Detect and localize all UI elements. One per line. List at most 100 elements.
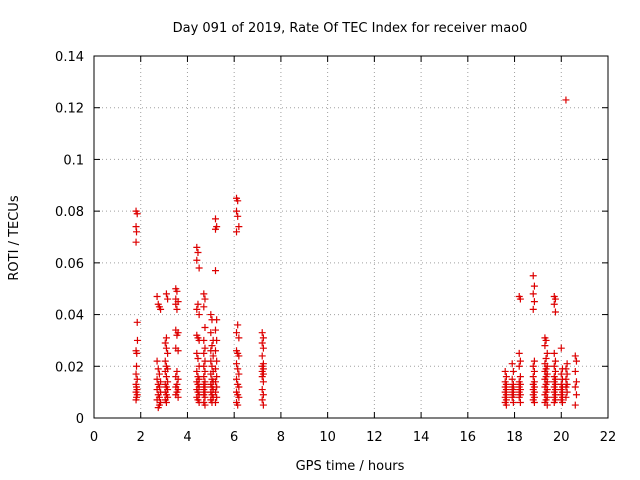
data-point xyxy=(211,365,219,373)
data-point xyxy=(515,349,523,357)
data-point xyxy=(195,264,203,272)
data-point xyxy=(571,401,579,409)
data-point xyxy=(209,352,217,360)
data-point xyxy=(235,223,243,231)
data-point xyxy=(529,362,537,370)
data-point xyxy=(154,404,162,412)
data-point xyxy=(563,388,571,396)
data-point xyxy=(550,398,558,406)
data-point xyxy=(234,365,242,373)
data-point xyxy=(550,362,558,370)
x-tick-label: 20 xyxy=(553,430,570,445)
data-point xyxy=(173,331,181,339)
data-point xyxy=(562,383,570,391)
data-point xyxy=(207,370,215,378)
data-point xyxy=(194,355,202,363)
data-point xyxy=(195,311,203,319)
data-point xyxy=(234,212,242,220)
data-point xyxy=(530,398,538,406)
y-tick-label: 0.08 xyxy=(55,205,84,220)
data-point xyxy=(200,362,208,370)
data-point xyxy=(200,349,208,357)
data-point xyxy=(153,386,161,394)
data-point xyxy=(207,357,215,365)
data-point xyxy=(551,357,559,365)
data-point xyxy=(516,295,524,303)
data-point xyxy=(193,367,201,375)
x-tick-label: 8 xyxy=(277,430,285,445)
data-point xyxy=(172,300,180,308)
data-point xyxy=(133,362,141,370)
data-point xyxy=(201,324,209,331)
data-point xyxy=(133,375,141,383)
x-tick-label: 2 xyxy=(137,430,145,445)
data-point xyxy=(154,365,162,373)
data-point xyxy=(211,326,219,334)
data-point xyxy=(234,197,242,205)
data-point xyxy=(233,207,241,215)
x-tick-label: 18 xyxy=(506,430,523,445)
data-point xyxy=(201,393,209,401)
data-point xyxy=(258,329,266,337)
data-point xyxy=(213,316,221,324)
data-point xyxy=(259,378,267,386)
data-point xyxy=(571,367,579,375)
data-point xyxy=(508,393,516,401)
data-point xyxy=(516,398,524,406)
data-point xyxy=(201,344,209,352)
data-point xyxy=(509,367,517,375)
data-point xyxy=(133,210,141,218)
data-point xyxy=(542,336,550,344)
x-tick-label: 14 xyxy=(413,430,430,445)
data-point xyxy=(162,334,170,342)
data-point xyxy=(562,393,570,401)
data-point xyxy=(502,373,510,381)
data-point xyxy=(153,357,161,365)
data-point xyxy=(515,362,523,370)
data-point xyxy=(213,383,221,391)
x-axis-label: GPS time / hours xyxy=(296,459,405,474)
y-tick-label: 0.1 xyxy=(63,153,84,168)
chart-title: Day 091 of 2019, Rate Of TEC Index for r… xyxy=(173,21,528,36)
data-point xyxy=(235,383,243,391)
data-point xyxy=(557,344,565,352)
x-tick-label: 6 xyxy=(230,430,238,445)
data-point xyxy=(529,272,537,280)
data-point xyxy=(200,303,208,311)
y-tick-label: 0.04 xyxy=(55,309,84,324)
data-point xyxy=(571,383,579,391)
data-point xyxy=(557,370,565,378)
data-point xyxy=(173,367,181,375)
data-point xyxy=(211,267,219,275)
data-point xyxy=(213,393,221,401)
data-point xyxy=(529,290,537,298)
data-point xyxy=(529,305,537,313)
data-point xyxy=(259,391,267,399)
data-point xyxy=(543,401,551,409)
data-point xyxy=(207,329,215,337)
data-point xyxy=(133,228,141,236)
data-point xyxy=(164,349,172,357)
data-point xyxy=(233,360,241,368)
data-point xyxy=(550,300,558,308)
data-point xyxy=(234,321,242,329)
data-point xyxy=(155,370,163,378)
data-point xyxy=(551,295,559,303)
data-point xyxy=(233,375,241,383)
data-point xyxy=(515,393,523,401)
data-point xyxy=(258,339,266,347)
y-tick-label: 0.06 xyxy=(55,257,84,272)
data-point xyxy=(563,360,571,368)
data-point xyxy=(258,352,266,360)
data-point xyxy=(200,336,208,344)
data-point xyxy=(211,225,219,233)
data-point xyxy=(193,243,201,251)
data-point xyxy=(234,401,242,409)
y-tick-label: 0.02 xyxy=(55,360,84,375)
data-point xyxy=(162,290,170,298)
data-point xyxy=(201,357,209,365)
data-point xyxy=(153,292,161,300)
x-tick-label: 16 xyxy=(460,430,477,445)
data-point xyxy=(211,215,219,223)
